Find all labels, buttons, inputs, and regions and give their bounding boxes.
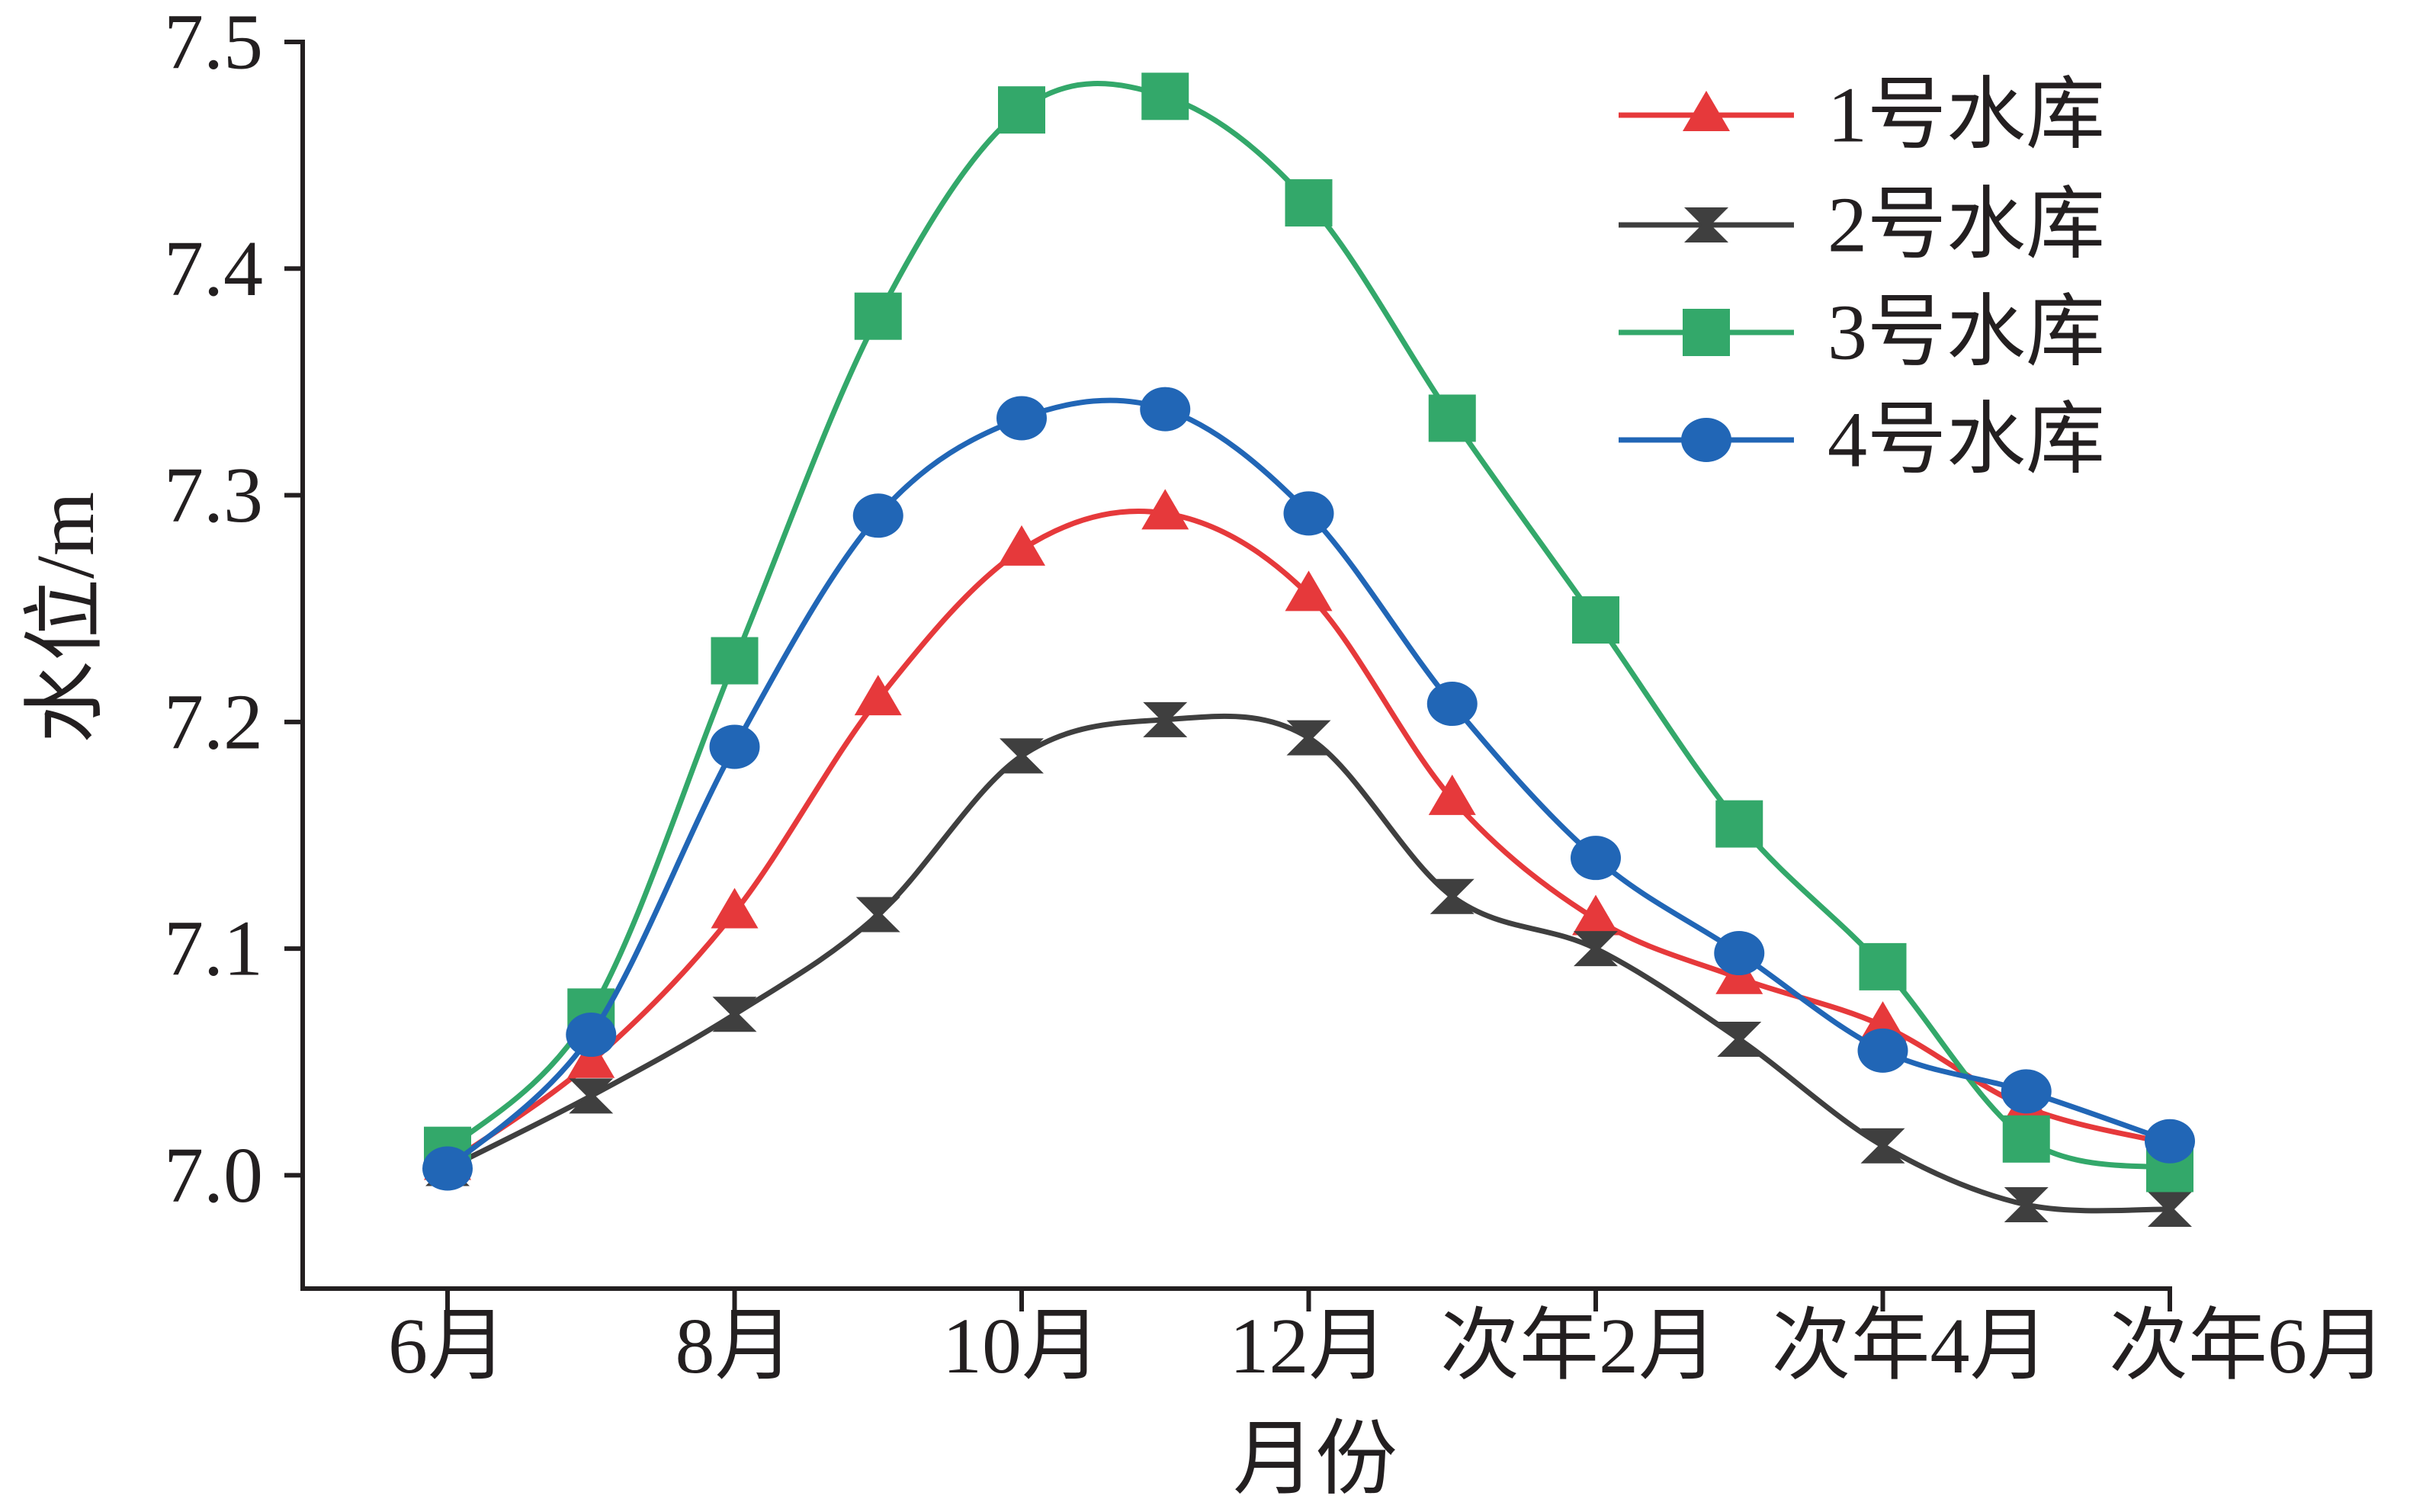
series-1-point-4 bbox=[854, 675, 902, 716]
legend-label-2: 2号水库 bbox=[1828, 181, 2105, 269]
legend-swatch-3 bbox=[1619, 309, 1794, 356]
series-2-point-6 bbox=[1143, 701, 1188, 737]
legend-item-1: 1号水库 bbox=[1619, 72, 2105, 159]
legend: 1号水库 2号水库 3号水库 4号水库 bbox=[1619, 72, 2105, 484]
series-3-point-3 bbox=[711, 637, 759, 685]
series-4-point-10 bbox=[1714, 931, 1765, 976]
y-axis-title: 水位/m bbox=[21, 492, 111, 743]
series-4-point-11 bbox=[1857, 1028, 1908, 1073]
legend-item-3: 3号水库 bbox=[1619, 289, 2105, 377]
series-2-point-10 bbox=[1717, 1022, 1762, 1057]
series-4-point-2 bbox=[566, 1013, 617, 1058]
x-axis-title: 月份 bbox=[1233, 1414, 1398, 1505]
x-tick-label: 12月 bbox=[1229, 1302, 1388, 1390]
legend-marker-3 bbox=[1683, 309, 1730, 356]
x-tick-label: 次年2月 bbox=[1440, 1302, 1718, 1390]
legend-marker-2 bbox=[1684, 207, 1728, 242]
series-4-point-4 bbox=[852, 493, 903, 538]
series-4-point-12 bbox=[2001, 1069, 2052, 1114]
series-1-point-7 bbox=[1285, 570, 1333, 612]
series-1-point-8 bbox=[1428, 774, 1476, 815]
series-4-point-7 bbox=[1283, 491, 1334, 536]
series-3-point-9 bbox=[1572, 596, 1619, 644]
series-1-point-3 bbox=[711, 888, 759, 929]
y-tick-label: 7.1 bbox=[164, 905, 263, 993]
y-tick-label: 7.5 bbox=[164, 0, 263, 86]
series-4-point-3 bbox=[709, 724, 760, 769]
series-3-point-6 bbox=[1141, 72, 1189, 120]
series-4-point-6 bbox=[1140, 387, 1191, 432]
series-3-point-8 bbox=[1428, 394, 1476, 442]
legend-label-1: 1号水库 bbox=[1828, 72, 2105, 159]
y-tick-label: 7.4 bbox=[164, 225, 263, 313]
series-2-point-7 bbox=[1286, 720, 1331, 756]
series-4-line bbox=[444, 397, 2173, 1171]
series-1-point-5 bbox=[998, 525, 1045, 566]
series-2 bbox=[425, 701, 2192, 1227]
series-2-point-3 bbox=[712, 997, 757, 1032]
series-3-point-7 bbox=[1285, 179, 1333, 227]
legend-swatch-4 bbox=[1619, 418, 1794, 462]
legend-label-4: 4号水库 bbox=[1828, 396, 2105, 484]
series-4-point-9 bbox=[1571, 836, 1621, 881]
series-2-point-13 bbox=[2148, 1191, 2192, 1227]
series-4-point-13 bbox=[2145, 1119, 2195, 1164]
legend-marker-1 bbox=[1683, 91, 1730, 131]
legend-item-2: 2号水库 bbox=[1619, 181, 2105, 269]
series-3-point-5 bbox=[998, 86, 1045, 134]
legend-label-3: 3号水库 bbox=[1828, 289, 2105, 377]
series-3-point-11 bbox=[1859, 942, 1907, 990]
plot-series bbox=[422, 72, 2195, 1227]
series-2-point-5 bbox=[1000, 738, 1044, 774]
series-2-point-11 bbox=[1860, 1128, 1905, 1164]
series-2-point-2 bbox=[569, 1078, 614, 1114]
legend-swatch-1 bbox=[1619, 91, 1794, 131]
legend-swatch-2 bbox=[1619, 207, 1794, 242]
series-1-point-2 bbox=[567, 1037, 615, 1078]
series-4-point-5 bbox=[996, 396, 1047, 441]
series-2-point-4 bbox=[855, 897, 900, 933]
series-4-point-8 bbox=[1426, 682, 1478, 727]
series-2-point-9 bbox=[1574, 931, 1618, 967]
legend-item-4: 4号水库 bbox=[1619, 396, 2105, 484]
y-tick-label: 7.3 bbox=[164, 451, 263, 539]
series-2-point-8 bbox=[1430, 878, 1475, 914]
x-tick-label: 次年4月 bbox=[1771, 1302, 2049, 1390]
series-1-point-6 bbox=[1141, 489, 1189, 530]
series-3-point-10 bbox=[1715, 800, 1763, 848]
x-tick-label: 10月 bbox=[942, 1302, 1101, 1390]
series-2-line bbox=[444, 713, 2173, 1214]
series-1-point-9 bbox=[1572, 894, 1619, 936]
y-tick-label: 7.2 bbox=[164, 678, 263, 766]
x-axis-ticks: 6月 8月 10月 12月 次年2月 次年4月 次年6月 bbox=[388, 1289, 2386, 1390]
series-3-point-12 bbox=[2002, 1115, 2050, 1163]
x-tick-label: 6月 bbox=[388, 1302, 507, 1390]
legend-marker-4 bbox=[1681, 418, 1731, 462]
series-4-point-1 bbox=[422, 1146, 473, 1191]
x-tick-label: 次年6月 bbox=[2109, 1302, 2386, 1390]
series-2-point-12 bbox=[2004, 1187, 2049, 1223]
y-axis-ticks: 7.0 7.1 7.2 7.3 7.4 7.5 bbox=[164, 0, 303, 1219]
series-3 bbox=[424, 72, 2193, 1193]
series-4 bbox=[422, 387, 2195, 1191]
series-3-point-4 bbox=[854, 292, 902, 340]
x-tick-label: 8月 bbox=[675, 1302, 794, 1390]
y-tick-label: 7.0 bbox=[164, 1132, 263, 1219]
